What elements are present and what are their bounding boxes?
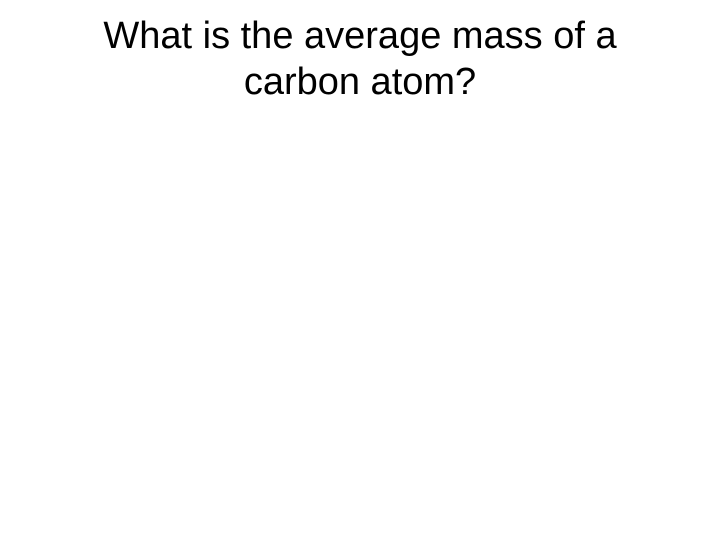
title-line-1: What is the average mass of a — [103, 15, 616, 57]
slide-container: What is the average mass of a carbon ato… — [0, 0, 720, 540]
slide-title: What is the average mass of a carbon ato… — [0, 14, 720, 105]
title-line-2: carbon atom? — [244, 61, 476, 103]
